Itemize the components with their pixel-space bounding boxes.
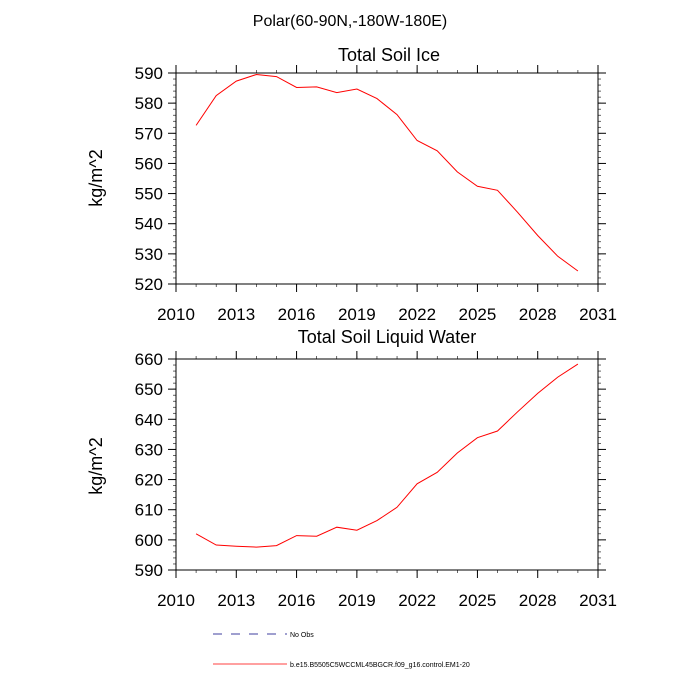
x-tick-label: 2016	[278, 591, 316, 610]
x-tick-label: 2010	[157, 591, 195, 610]
panel-total-soil-ice: Total Soil Ice kg/m^2 2010 2013 2016 2019 20…	[86, 45, 617, 324]
y-axis-label-ice: kg/m^2	[86, 149, 106, 206]
y-tick-label: 540	[135, 215, 163, 234]
y-tick-label: 570	[135, 124, 163, 143]
panel-title-liquid: Total Soil Liquid Water	[298, 327, 476, 347]
y-tick-label: 550	[135, 185, 163, 204]
x-tick-label: 2013	[217, 305, 255, 324]
y-tick-label: 590	[135, 561, 163, 580]
legend-label-no-obs: No Obs	[290, 632, 314, 639]
legend: No Obs b.e15.B5505C5WCCML45BGCR.f09_g16.…	[213, 632, 470, 669]
x-tick-label: 2019	[338, 305, 376, 324]
panel-total-soil-liquid-water: Total Soil Liquid Water kg/m^2 2010 2013 2…	[86, 327, 617, 610]
x-tick-label: 2013	[217, 591, 255, 610]
y-tick-label: 580	[135, 94, 163, 113]
x-tick-label: 2031	[579, 591, 617, 610]
y-tick-label: 590	[135, 64, 163, 83]
y-tick-label: 630	[135, 440, 163, 459]
x-tick-label: 2016	[278, 305, 316, 324]
panel-title-ice: Total Soil Ice	[338, 45, 440, 65]
x-tick-label: 2025	[459, 591, 497, 610]
x-tick-label: 2031	[579, 305, 617, 324]
series-line	[195, 363, 579, 548]
x-tick-label: 2019	[338, 591, 376, 610]
y-tick-label: 560	[135, 154, 163, 173]
x-tick-label: 2022	[398, 305, 436, 324]
x-tick-label: 2010	[157, 305, 195, 324]
x-tick-label: 2022	[398, 591, 436, 610]
y-tick-label: 640	[135, 410, 163, 429]
y-tick-label: 530	[135, 245, 163, 264]
legend-label-model: b.e15.B5505C5WCCML45BGCR.f09_g16.control…	[290, 662, 470, 669]
y-tick-label: 520	[135, 275, 163, 294]
plot-frame	[175, 358, 599, 571]
y-tick-label: 610	[135, 501, 163, 520]
y-tick-label: 620	[135, 471, 163, 490]
series-line	[195, 73, 579, 272]
y-tick-label: 600	[135, 531, 163, 550]
x-tick-label: 2028	[519, 591, 557, 610]
y-axis-label-liquid: kg/m^2	[86, 437, 106, 494]
x-tick-label: 2025	[459, 305, 497, 324]
plot-frame	[175, 72, 599, 285]
y-tick-label: 660	[135, 350, 163, 369]
figure-suptitle: Polar(60-90N,-180W-180E)	[253, 13, 447, 30]
x-tick-label: 2028	[519, 305, 557, 324]
y-tick-label: 650	[135, 380, 163, 399]
